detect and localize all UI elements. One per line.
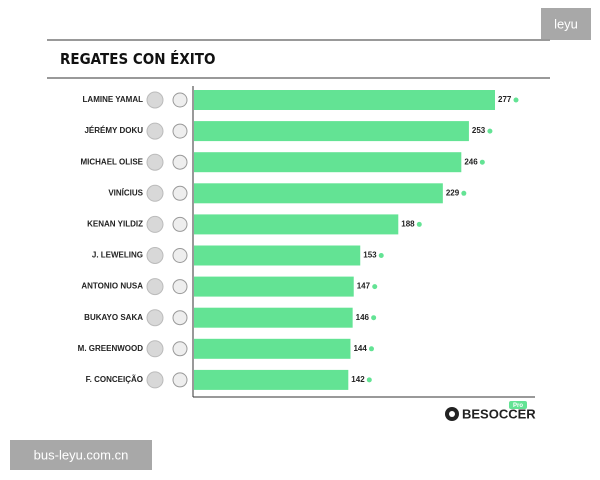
value-icon	[461, 190, 467, 196]
club-badge	[172, 310, 188, 326]
logo-tag: Pro	[513, 403, 523, 409]
player-name: M. GREENWOOD	[78, 344, 144, 353]
bar	[194, 121, 469, 142]
value-icon	[366, 377, 372, 383]
player-avatar	[146, 309, 164, 327]
club-badge	[172, 123, 188, 139]
bar	[194, 276, 354, 297]
value-icon	[416, 221, 422, 227]
value-label: 229	[446, 188, 460, 197]
value-label: 144	[353, 344, 367, 353]
player-name: LAMINE YAMAL	[83, 95, 144, 104]
value-icon	[487, 128, 493, 134]
value-label: 146	[356, 313, 370, 322]
player-avatar	[146, 215, 164, 233]
bar	[194, 338, 351, 359]
bar	[194, 90, 495, 110]
value-label: 188	[401, 220, 415, 229]
player-avatar	[146, 153, 164, 171]
player-name: JÉRÉMY DOKU	[84, 126, 143, 135]
player-avatar	[146, 91, 164, 109]
watermark-box	[541, 8, 591, 40]
value-label: 153	[363, 251, 377, 260]
value-icon	[378, 253, 384, 258]
value-label: 253	[472, 126, 486, 135]
player-avatar	[146, 247, 164, 264]
bar	[194, 214, 399, 235]
player-name: ANTONIO NUSA	[81, 282, 143, 291]
watermark: leyu	[554, 16, 578, 31]
logo: BESOCCER Pro	[445, 401, 536, 421]
club-badge	[172, 341, 188, 357]
player-name: VINÍCIUS	[108, 188, 143, 197]
club-badge	[172, 216, 188, 232]
bar	[194, 369, 349, 390]
chart-title: REGATES CON ÉXITO	[60, 51, 215, 69]
player-avatar	[146, 278, 164, 296]
bar	[194, 152, 462, 173]
value-icon	[371, 315, 377, 321]
player-name: F. CONCEIÇÃO	[86, 375, 143, 384]
value-label: 246	[464, 157, 478, 166]
bar	[194, 307, 353, 328]
watermark: bus-leyu.com.cn	[34, 447, 129, 462]
player-avatar	[146, 371, 164, 389]
player-name: BUKAYO SAKA	[84, 313, 143, 322]
player-name: J. LEWELING	[92, 251, 143, 260]
value-label: 142	[351, 375, 365, 384]
value-icon	[479, 159, 485, 165]
bar	[194, 183, 443, 204]
club-badge	[172, 185, 188, 201]
club-badge	[172, 248, 188, 263]
logo-tag-bg	[509, 401, 527, 409]
value-icon	[368, 346, 374, 352]
logo-text: BESOCCER	[462, 406, 536, 421]
value-label: 277	[498, 95, 512, 104]
value-label: 147	[357, 282, 371, 291]
bar	[194, 245, 361, 266]
player-avatar	[146, 340, 164, 358]
player-avatar	[146, 184, 164, 202]
logo-icon-inner	[449, 411, 455, 417]
player-name: KENAN YILDIZ	[87, 220, 143, 229]
club-badge	[172, 372, 188, 388]
player-name: MICHAEL OLISE	[80, 157, 143, 166]
value-icon	[513, 97, 519, 103]
player-avatar	[146, 122, 164, 140]
plot: LAMINE YAMAL 277 JÉRÉMY DOKU 253 MICHAEL OLI…	[78, 90, 519, 390]
watermark-box	[10, 440, 152, 470]
club-badge	[172, 154, 188, 170]
club-badge	[172, 92, 188, 108]
club-badge	[172, 279, 188, 295]
value-icon	[372, 284, 378, 290]
